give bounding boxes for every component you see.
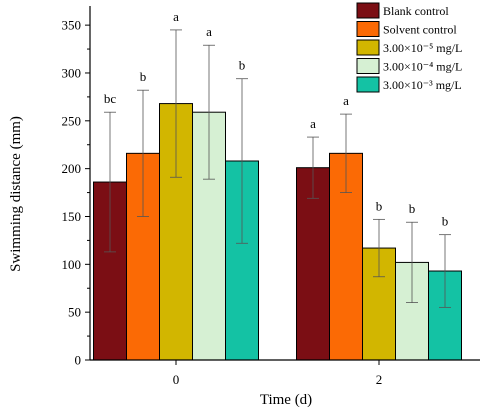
significance-label-1-3: b — [409, 201, 416, 216]
y-tick-label-0: 0 — [75, 353, 82, 368]
legend-swatch-4 — [356, 76, 380, 93]
y-tick-label-5: 250 — [62, 113, 82, 128]
legend-label-4: 3.00×10⁻³ mg/L — [383, 78, 462, 92]
error-bars-layer — [104, 29, 451, 308]
legend-swatch-3 — [356, 58, 380, 74]
x-tick-label-0: 0 — [173, 372, 180, 387]
significance-label-0-2: a — [173, 9, 179, 24]
axes-layer: 0 50 100 150 200 250 300 350 0 2 — [62, 6, 480, 387]
significance-label-1-1: a — [343, 93, 349, 108]
y-tick-label-7: 350 — [62, 18, 82, 33]
y-tick-label-4: 200 — [62, 161, 82, 176]
y-tick-label-1: 50 — [68, 305, 81, 320]
legend-label-2: 3.00×10⁻⁵ mg/L — [383, 41, 462, 55]
significance-label-1-0: a — [310, 116, 316, 131]
legend: Blank control Solvent control 3.00×10⁻⁵ mg… — [356, 2, 462, 93]
legend-swatch-0 — [356, 2, 380, 19]
significance-label-1-2: b — [376, 198, 383, 213]
legend-swatch-2 — [356, 39, 380, 56]
bars-layer — [93, 103, 462, 361]
significance-label-0-1: b — [140, 69, 147, 84]
x-axis-title: Time (d) — [260, 392, 312, 408]
significance-labels-layer: bc b a a b a a b b b — [104, 9, 448, 229]
legend-label-0: Blank control — [383, 4, 449, 18]
significance-label-1-4: b — [442, 214, 449, 229]
legend-label-3: 3.00×10⁻⁴ mg/L — [383, 60, 462, 74]
x-tick-label-1: 2 — [376, 372, 383, 387]
significance-label-0-0: bc — [104, 91, 117, 106]
y-tick-label-2: 100 — [62, 257, 82, 272]
significance-label-0-3: a — [206, 24, 212, 39]
legend-swatch-1 — [356, 21, 380, 37]
y-axis-title: Swimming distance (mm) — [8, 116, 24, 272]
significance-label-0-4: b — [239, 58, 246, 73]
bar-1-0 — [296, 167, 330, 361]
y-tick-label-6: 300 — [62, 65, 82, 80]
legend-label-1: Solvent control — [383, 23, 457, 37]
y-tick-label-3: 150 — [62, 209, 82, 224]
